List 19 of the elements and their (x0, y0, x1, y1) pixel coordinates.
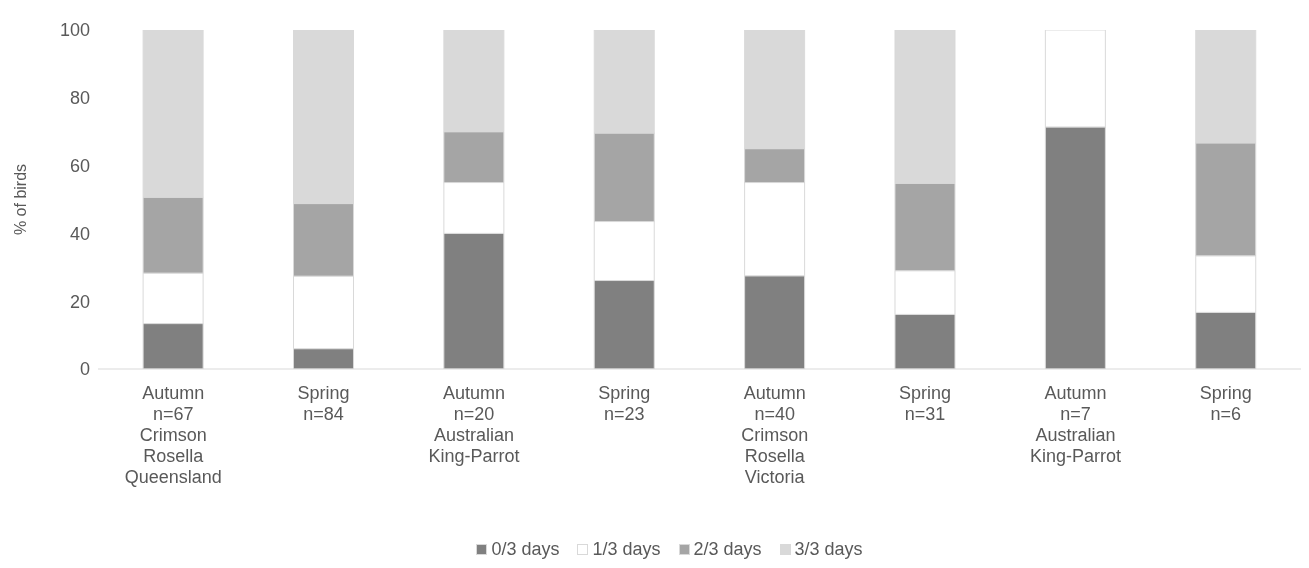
x-tick-label: Autumn n=67 Crimson Rosella Queensland (124, 383, 222, 487)
legend-label: 0/3 days (490, 539, 560, 560)
y-tick-label: 20 (69, 291, 90, 312)
x-tick-label: Autumn n=20 Australian King-Parrot (428, 383, 520, 466)
y-tick-label: 100 (59, 20, 90, 41)
y-tick-label: 60 (69, 155, 90, 176)
x-tick-label: Autumn n=40 Crimson Rosella Victoria (741, 383, 809, 487)
legend-label: 2/3 days (692, 539, 762, 560)
y-tick-label: 40 (69, 223, 90, 244)
legend-label: 1/3 days (591, 539, 661, 560)
x-tick-label: Spring n=31 (899, 383, 952, 424)
x-tick-label: Spring n=23 (598, 383, 651, 424)
x-tick-label: Spring n=6 (1199, 383, 1252, 424)
y-tick-label: 0 (79, 359, 90, 380)
x-tick-label: Autumn n=7 Australian King-Parrot (1029, 383, 1121, 466)
y-tick-label: 80 (69, 88, 90, 109)
legend-label: 3/3 days (793, 539, 863, 560)
x-tick-label: Spring n=84 (297, 383, 350, 424)
y-axis-title: % of birds (12, 163, 30, 236)
